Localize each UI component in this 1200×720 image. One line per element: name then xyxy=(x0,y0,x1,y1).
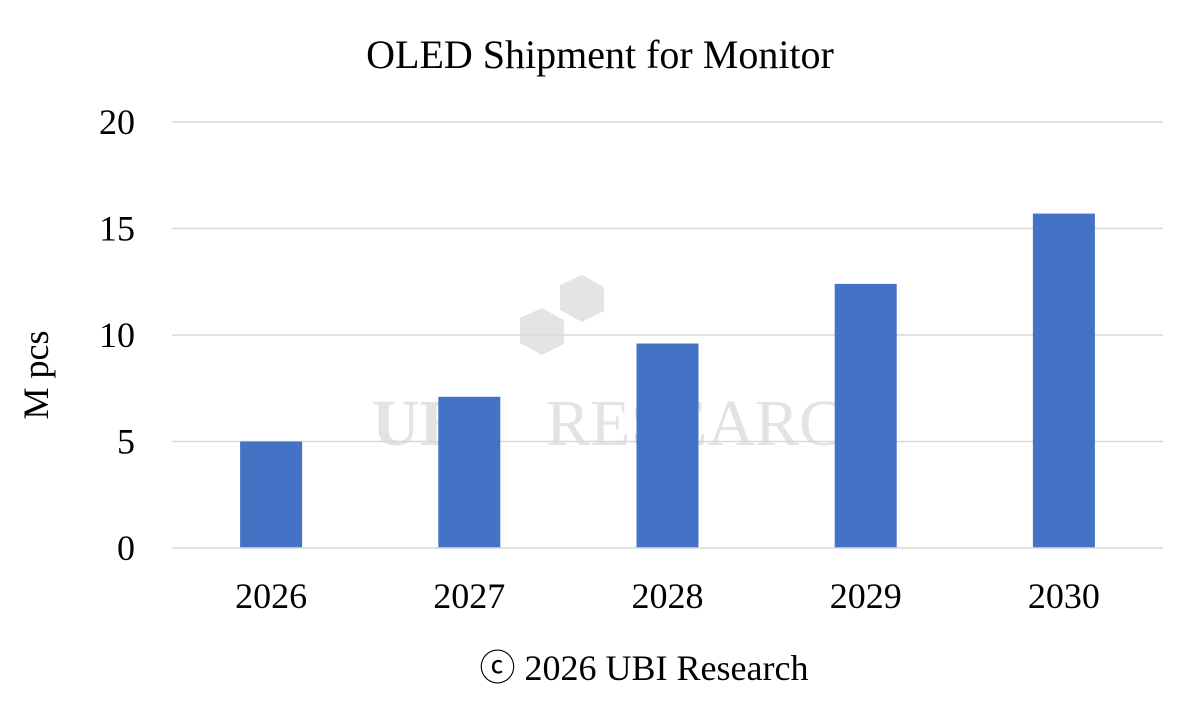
y-tick-label: 20 xyxy=(99,102,135,142)
x-tick-label: 2029 xyxy=(830,576,902,616)
y-axis-title: M pcs xyxy=(16,331,56,420)
copyright-footer: ⓒ 2026 UBI Research xyxy=(480,648,809,688)
x-axis-ticks: 2026 2027 2028 2029 2030 xyxy=(235,576,1100,616)
bar-2026 xyxy=(240,441,303,548)
y-tick-label: 10 xyxy=(99,315,135,355)
x-tick-label: 2030 xyxy=(1028,576,1100,616)
watermark-cube-icon xyxy=(520,275,604,355)
watermark-text: RESEARCH xyxy=(546,387,891,460)
x-tick-label: 2026 xyxy=(235,576,307,616)
x-tick-label: 2027 xyxy=(433,576,505,616)
y-axis-ticks: 0 5 10 15 20 xyxy=(99,102,135,568)
bar-2030 xyxy=(1032,213,1095,548)
x-tick-label: 2028 xyxy=(632,576,704,616)
bar-2029 xyxy=(834,283,897,548)
bar-2028 xyxy=(636,343,699,548)
y-tick-label: 5 xyxy=(117,422,135,462)
bar-2027 xyxy=(438,396,501,548)
chart-title: OLED Shipment for Monitor xyxy=(366,32,834,77)
y-tick-label: 15 xyxy=(99,209,135,249)
y-tick-label: 0 xyxy=(117,528,135,568)
bar-series xyxy=(240,213,1095,548)
